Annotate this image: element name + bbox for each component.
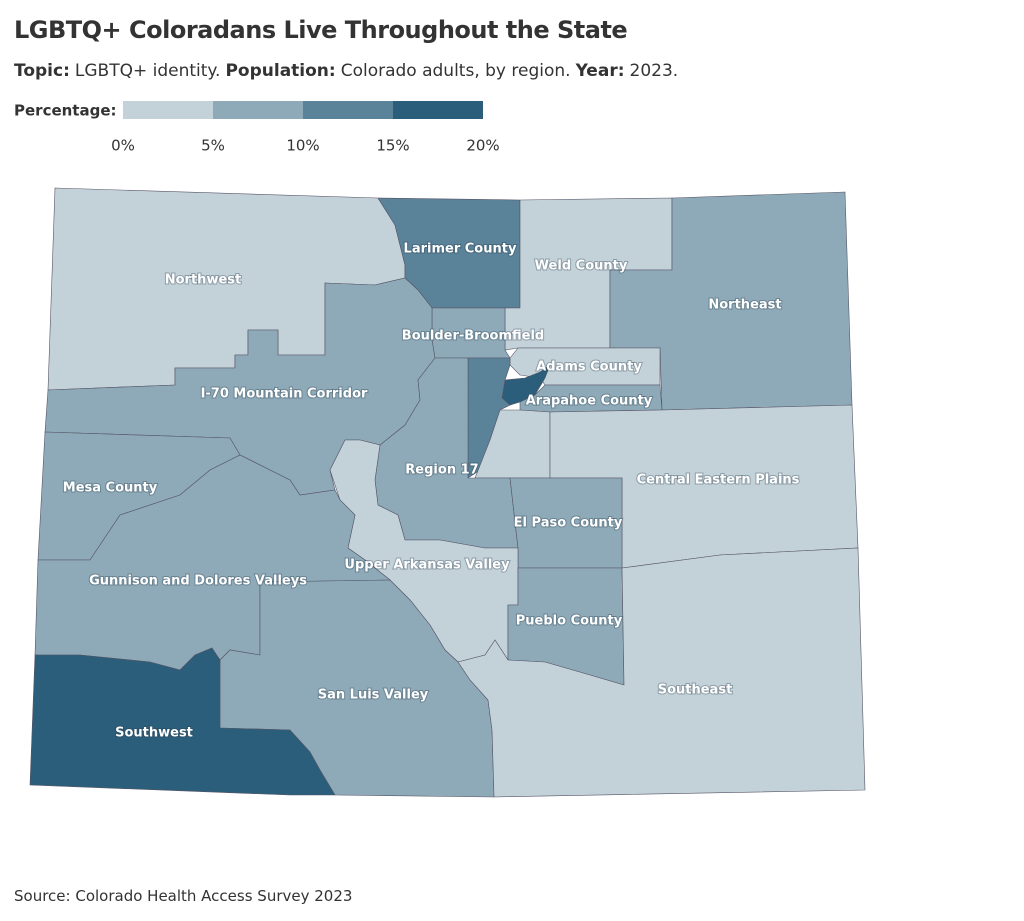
region-label: Central Eastern Plains [637,473,800,488]
legend-tick-label: 0% [111,137,135,155]
regions [29,187,866,798]
region-label: Gunnison and Dolores Valleys [89,574,307,589]
subtitle-label: Population: [225,61,336,81]
source: Source: Colorado Health Access Survey 20… [14,887,353,905]
region-label: Boulder-Broomfield [402,329,544,344]
legend-label: Percentage: [14,102,117,120]
region-label: Weld County [535,259,628,274]
subtitle-text: LGBTQ+ identity. [74,61,221,81]
region-label: Northwest [165,273,241,288]
region-label: Northeast [708,298,781,313]
subtitle-text: 2023. [629,61,679,81]
region-label: El Paso County [514,516,623,531]
region-label: Southeast [658,683,733,698]
region-label: Southwest [115,726,193,741]
region-label: Upper Arkansas Valley [344,558,510,573]
legend: 0% 5% 10% 15% 20% [111,101,500,155]
region-label: Region 17 [405,463,478,478]
legend-swatch [123,101,213,119]
legend-tick-label: 10% [286,137,319,155]
region-label: Pueblo County [516,614,623,629]
subtitle-label: Year: [575,61,625,81]
title: LGBTQ+ Coloradans Live Throughout the St… [14,16,628,44]
region-label: Mesa County [63,481,158,496]
region-label: San Luis Valley [318,688,429,703]
subtitle-label: Topic: [14,61,70,81]
legend-swatch [393,101,483,119]
region [29,647,336,796]
region [457,547,866,798]
legend-tick-label: 5% [201,137,225,155]
legend-swatch [213,101,303,119]
region-label: I-70 Mountain Corridor [201,387,368,402]
subtitle: Topic: LGBTQ+ identity. Population: Colorad… [14,61,683,81]
legend-swatch [303,101,393,119]
region [467,357,511,479]
subtitle-text: Colorado adults, by region. [340,61,571,81]
legend-tick-label: 15% [376,137,409,155]
region-label: Larimer County [404,242,517,257]
region-labels: Northwest Larimer County Weld County Northe… [62,241,801,742]
region-label: Adams County [536,360,642,375]
region-label: Arapahoe County [526,394,653,409]
legend-tick-label: 20% [466,137,499,155]
